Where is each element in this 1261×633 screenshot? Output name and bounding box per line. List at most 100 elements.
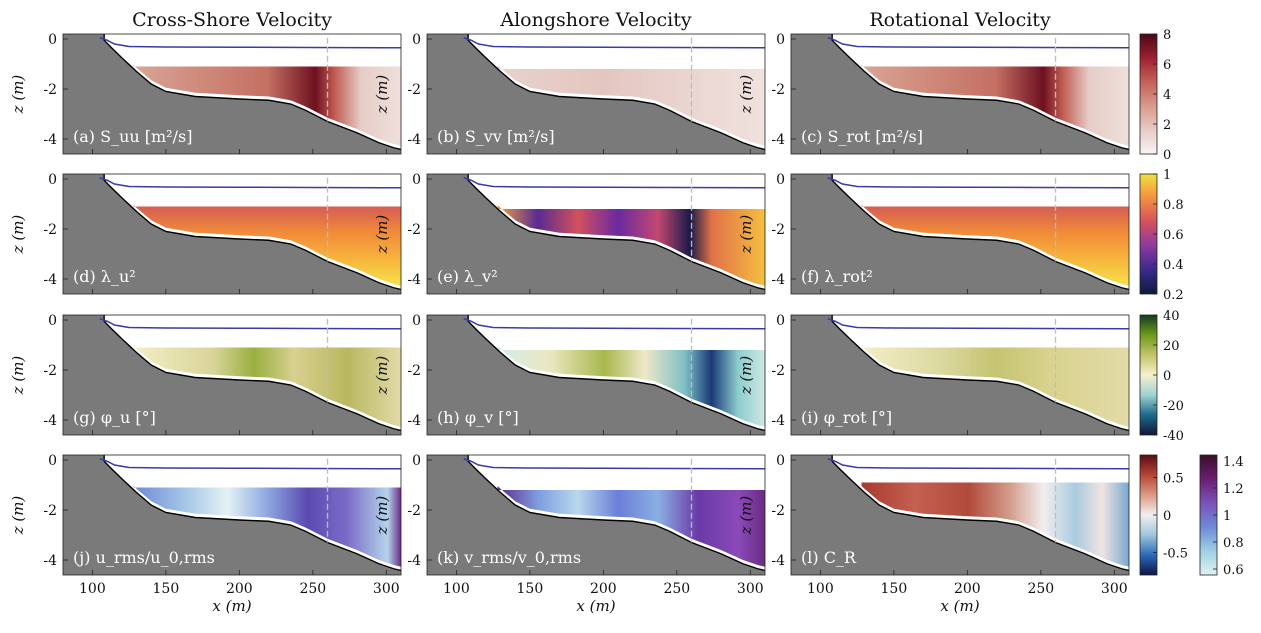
colorbar-tick-label: 1.4 (1223, 455, 1244, 470)
panel: (e) λ_v² 0 -2 -4 z (m) (373, 172, 766, 295)
panel-frame (426, 454, 766, 576)
field-contour (861, 482, 1129, 567)
x-tick-label: 150 (153, 581, 180, 597)
y-tick-label: -2 (771, 222, 785, 238)
panel-frame (62, 314, 402, 436)
y-tick-label: -4 (43, 553, 57, 569)
panel-label: (b) S_vv [m²/s] (437, 127, 555, 146)
field-contour (133, 65, 401, 146)
bed-line (467, 315, 765, 432)
y-tick-label: -4 (771, 553, 785, 569)
panel-grid: (a) S_uu [m²/s] 0 -2 -4 z (m) (b) S_vv [m²/s]… (9, 32, 1130, 615)
y-tick-label: -4 (407, 553, 421, 569)
panel-label: (f) λ_rot² (801, 267, 873, 286)
panel-label: (j) u_rms/u_0,rms (73, 548, 215, 567)
y-tick-label: -4 (771, 272, 785, 288)
y-tick-label: 0 (412, 453, 421, 469)
field-contour (497, 205, 765, 286)
bed-line (103, 455, 401, 572)
bed-line (831, 315, 1129, 432)
panel-frame (426, 33, 766, 155)
panel-label: (e) λ_v² (437, 267, 498, 286)
x-tick-label: 100 (807, 581, 834, 597)
panel: (f) λ_rot² 0 -2 -4 z (m) (737, 172, 1130, 295)
colorbar-tick-label: 0 (1163, 509, 1171, 524)
x-axis-label: x (m) (940, 597, 979, 615)
y-axis-label: z (m) (737, 215, 755, 255)
water-surface-line (99, 458, 401, 470)
colorbar-tick-label: 4 (1163, 88, 1171, 103)
y-tick-label: -4 (771, 132, 785, 148)
y-tick-label: 0 (412, 32, 421, 48)
panel: (i) φ_rot [°] 0 -2 -4 z (m) (737, 313, 1130, 436)
column-titles: Cross-Shore Velocity Alongshore Velocity R… (132, 9, 1051, 31)
x-tick-label: 150 (517, 581, 544, 597)
colorbar-tick-label: 0 (1163, 148, 1171, 163)
y-tick-label: 0 (776, 172, 785, 188)
x-tick-label: 200 (590, 581, 617, 597)
y-tick-label: -4 (771, 413, 785, 429)
field-contour (497, 486, 765, 567)
bed-line (831, 174, 1129, 291)
x-tick-label: 300 (737, 581, 764, 597)
bed-line (103, 315, 401, 432)
panel: (h) φ_v [°] 0 -2 -4 z (m) (373, 313, 766, 436)
y-axis-label: z (m) (9, 75, 27, 115)
bed-line (831, 455, 1129, 572)
water-surface-line (463, 37, 765, 49)
y-tick-label: 0 (48, 32, 57, 48)
colorbar-tick-label: -40 (1163, 429, 1184, 444)
panel-label: (a) S_uu [m²/s] (73, 127, 192, 146)
y-axis-label: z (m) (9, 496, 27, 536)
seabed (63, 315, 401, 435)
y-tick-label: -4 (407, 272, 421, 288)
column-title: Alongshore Velocity (499, 9, 692, 31)
panel: (a) S_uu [m²/s] 0 -2 -4 z (m) (9, 32, 402, 155)
field-contour (497, 65, 765, 146)
field-contour (861, 205, 1129, 286)
panel-label: (d) λ_u² (73, 267, 136, 286)
x-tick-label: 200 (954, 581, 981, 597)
y-tick-label: 0 (48, 313, 57, 329)
seabed (791, 315, 1129, 435)
seabed (427, 34, 765, 154)
x-axis-label: x (m) (212, 597, 251, 615)
seabed (427, 315, 765, 435)
field-contour (861, 65, 1129, 146)
bed-line (467, 455, 765, 572)
colorbar-tick-label: 0.5 (1163, 472, 1184, 487)
y-tick-label: 0 (412, 313, 421, 329)
x-tick-label: 250 (299, 581, 326, 597)
y-tick-label: -2 (407, 222, 421, 238)
bed-line (103, 174, 401, 291)
y-tick-label: -4 (43, 132, 57, 148)
bed-line (831, 34, 1129, 151)
y-tick-label: -2 (771, 363, 785, 379)
panel-frame (62, 33, 402, 155)
y-axis-label: z (m) (373, 496, 391, 536)
water-surface-line (99, 318, 401, 330)
seabed (427, 174, 765, 294)
column-title: Rotational Velocity (869, 9, 1051, 31)
water-surface-line (827, 458, 1129, 470)
water-surface-line (463, 318, 765, 330)
colorbar-tick-label: 0.6 (1223, 563, 1244, 578)
panel-label: (i) φ_rot [°] (801, 408, 892, 427)
y-tick-label: 0 (776, 313, 785, 329)
y-tick-label: -2 (407, 503, 421, 519)
y-tick-label: -2 (43, 82, 57, 98)
panel-frame (790, 314, 1130, 436)
colorbar-tick-label: 20 (1163, 339, 1180, 354)
colorbar-tick-label: 1 (1163, 168, 1171, 183)
panel: (c) S_rot [m²/s] 0 -2 -4 z (m) (737, 32, 1130, 155)
bed-line (103, 34, 401, 151)
colorbar-tick-label: 1.2 (1223, 482, 1244, 497)
seabed (791, 455, 1129, 575)
panel-frame (426, 173, 766, 295)
water-surface-line (463, 177, 765, 189)
x-tick-label: 300 (1101, 581, 1128, 597)
panel: (d) λ_u² 0 -2 -4 z (m) (9, 172, 402, 295)
field-contour (497, 346, 765, 427)
y-tick-label: 0 (776, 453, 785, 469)
colorbar-tick-label: 0.8 (1163, 198, 1184, 213)
